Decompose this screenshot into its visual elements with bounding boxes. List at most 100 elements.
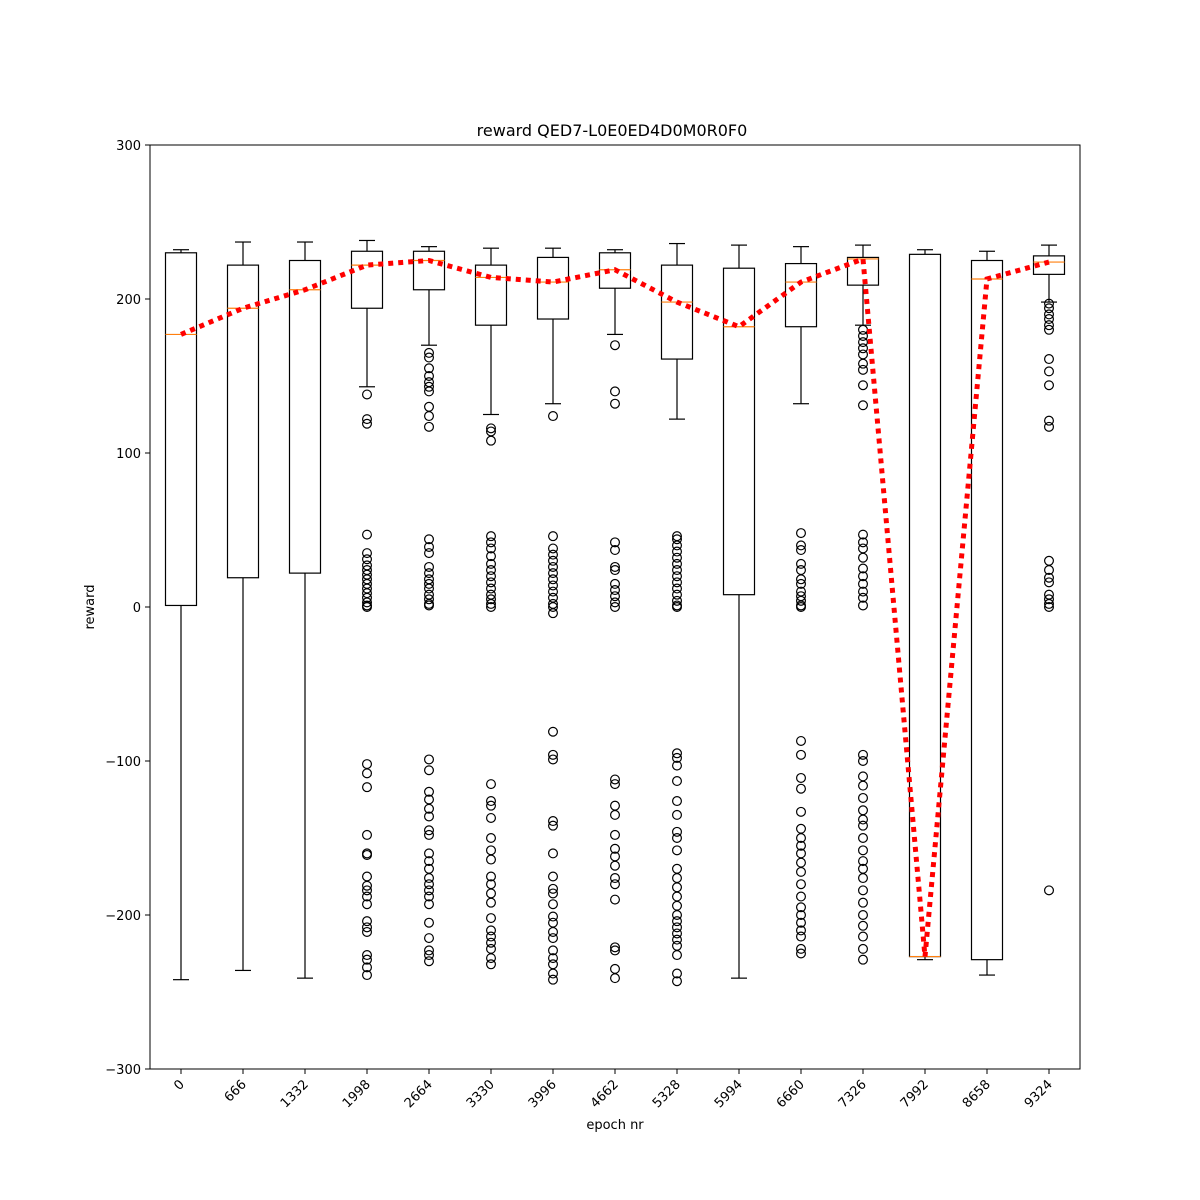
outlier-point [424,825,435,836]
outlier-point [1043,885,1054,896]
x-axis-label: epoch nr [586,1118,644,1133]
outlier-point [424,950,435,961]
outlier-point [547,968,558,979]
outlier-point [424,848,435,859]
outlier-point [424,381,435,392]
outlier-point [795,917,806,928]
outlier-point [795,931,806,942]
outlier-point [424,885,435,896]
outlier-point [609,340,620,351]
outlier-point [609,537,620,548]
outlier-point [857,943,868,954]
outlier-point [795,540,806,551]
outlier-point [857,380,868,391]
box [412,250,446,291]
outlier-point [1043,572,1054,583]
outlier-point [424,754,435,765]
outlier-point [1043,598,1054,609]
outlier-point [486,897,497,908]
y-tick-label: 0 [133,601,141,616]
outlier-point [609,398,620,409]
outlier-point [362,954,373,965]
outlier-point [671,968,682,979]
outlier-point [424,347,435,358]
outlier-point [424,352,435,363]
outlier-point [671,845,682,856]
box-group-9324 [1032,244,1066,896]
outlier-point [1043,380,1054,391]
outlier-point [671,809,682,820]
outlier-point [547,953,558,964]
y-tick-label: 100 [116,447,141,462]
box [598,252,632,289]
outlier-point [671,583,682,594]
outlier-point [486,583,497,594]
outlier-point [362,885,373,896]
outlier-point [424,541,435,552]
outlier-point [362,880,373,891]
outlier-point [795,891,806,902]
outlier-point [671,826,682,837]
outlier-point [486,800,497,811]
outlier-point [609,545,620,556]
outlier-point [486,543,497,554]
box [660,264,694,360]
outlier-point [857,897,868,908]
outlier-point [857,529,868,540]
outlier-point [424,829,435,840]
outlier-point [362,926,373,937]
outlier-point [486,871,497,882]
outlier-point [424,578,435,589]
outlier-point [547,411,558,422]
outlier-point [795,735,806,746]
outlier-point [362,414,373,425]
outlier-point [609,578,620,589]
outlier-point [609,386,620,397]
outlier-point [424,891,435,902]
outlier-point [795,866,806,877]
outlier-point [486,812,497,823]
outlier-point [547,888,558,899]
box [1032,255,1066,275]
outlier-point [857,358,868,369]
box [722,267,756,596]
outlier-point [424,363,435,374]
outlier-point [795,948,806,959]
outlier-point [671,752,682,763]
outlier-point [671,748,682,759]
outlier-point [671,976,682,987]
box [288,259,322,574]
outlier-point [547,568,558,579]
outlier-point [424,956,435,967]
y-tick-label: −100 [105,755,141,770]
outlier-point [362,601,373,612]
outlier-point [671,540,682,551]
outlier-point [424,600,435,611]
outlier-point [424,568,435,579]
box [970,259,1004,961]
outlier-point [547,555,558,566]
outlier-point [795,772,806,783]
outlier-point [857,578,868,589]
y-axis-label: reward [83,584,98,629]
outlier-point [424,534,435,545]
outlier-point [857,571,868,582]
outlier-point [795,578,806,589]
outlier-point [671,577,682,588]
outlier-point [486,913,497,924]
outlier-point [857,931,868,942]
outlier-point [424,386,435,397]
outlier-point [795,545,806,556]
outlier-point [362,418,373,429]
outlier-point [857,920,868,931]
outlier-point [857,337,868,348]
outlier-point [609,565,620,576]
outlier-point [857,755,868,766]
outlier-point [486,594,497,605]
outlier-point [671,916,682,927]
outlier-point [486,551,497,562]
outlier-point [362,768,373,779]
outlier-point [486,832,497,843]
box-group-7326 [846,244,880,965]
outlier-point [486,925,497,936]
